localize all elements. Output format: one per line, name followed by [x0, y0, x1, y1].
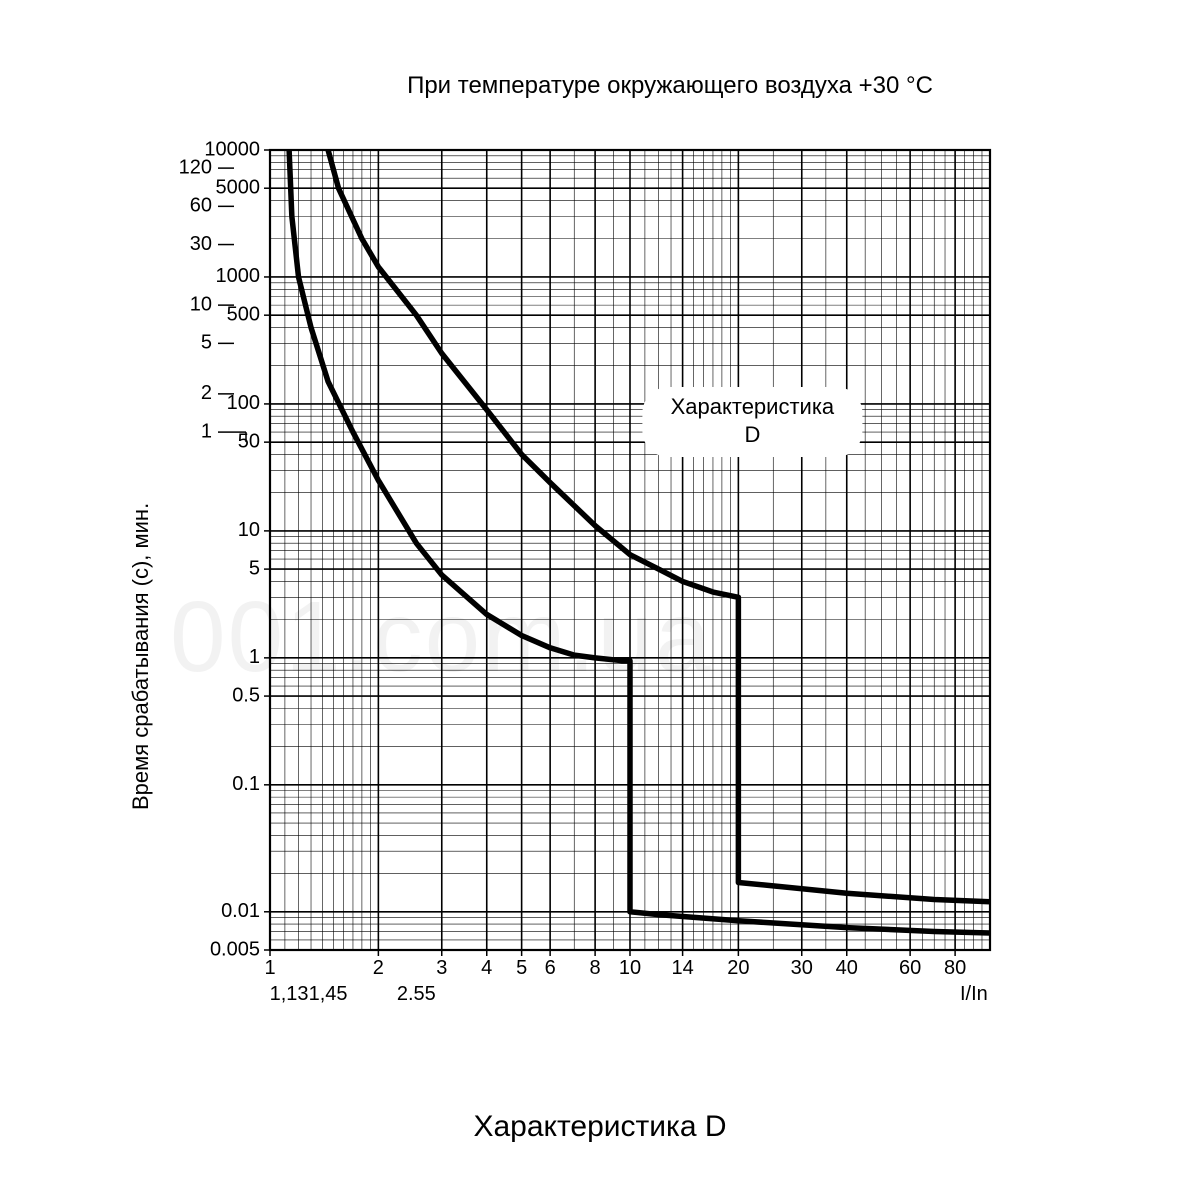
svg-text:1000: 1000	[216, 265, 261, 287]
svg-text:1,45: 1,45	[309, 983, 348, 1005]
svg-text:30: 30	[791, 957, 813, 979]
svg-text:5: 5	[249, 557, 260, 579]
svg-text:40: 40	[836, 957, 858, 979]
svg-text:1: 1	[201, 420, 212, 442]
svg-text:20: 20	[727, 957, 749, 979]
trip-curve-chart: 0.005 0.01 0.1 0.5 1 5 10 50 100 500 1000 5000 10000…	[0, 0, 1200, 1200]
svg-text:0.1: 0.1	[232, 773, 260, 795]
svg-text:0.01: 0.01	[221, 900, 260, 922]
svg-text:60: 60	[190, 195, 212, 217]
svg-text:60: 60	[899, 957, 921, 979]
svg-text:3: 3	[436, 957, 447, 979]
svg-text:14: 14	[671, 957, 693, 979]
svg-text:5: 5	[201, 332, 212, 354]
svg-text:5: 5	[516, 957, 527, 979]
svg-text:0.5: 0.5	[232, 684, 260, 706]
svg-text:8: 8	[590, 957, 601, 979]
svg-text:10: 10	[238, 519, 260, 541]
svg-text:100: 100	[227, 392, 260, 414]
annotation-line1: Характеристика	[671, 394, 835, 419]
svg-text:500: 500	[227, 303, 260, 325]
svg-text:50: 50	[238, 430, 260, 452]
caption-bottom: Характеристика D	[0, 1110, 1200, 1144]
svg-text:10: 10	[190, 293, 212, 315]
svg-text:1: 1	[249, 646, 260, 668]
svg-text:10000: 10000	[204, 138, 260, 160]
svg-text:5000: 5000	[216, 177, 261, 199]
svg-text:80: 80	[944, 957, 966, 979]
svg-text:4: 4	[481, 957, 492, 979]
svg-text:1,13: 1,13	[270, 983, 309, 1005]
annotation-line2: D	[744, 422, 760, 447]
svg-text:1: 1	[264, 957, 275, 979]
svg-text:30: 30	[190, 233, 212, 255]
svg-text:2: 2	[201, 382, 212, 404]
svg-text:0.005: 0.005	[210, 938, 260, 960]
svg-text:2.55: 2.55	[397, 983, 436, 1005]
svg-text:I/In: I/In	[960, 983, 988, 1005]
svg-text:120: 120	[179, 156, 212, 178]
svg-text:10: 10	[619, 957, 641, 979]
page: При температуре окружающего воздуха +30 …	[0, 0, 1200, 1200]
svg-text:2: 2	[373, 957, 384, 979]
svg-text:6: 6	[545, 957, 556, 979]
